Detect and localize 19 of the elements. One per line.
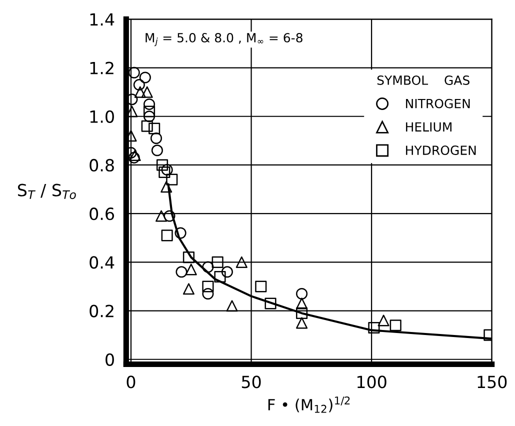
x-axis-title: F • (M$_{12}$)$^{1/2}$: [268, 396, 350, 413]
x-tick-label: 100: [357, 376, 386, 388]
x-tick-label: 0: [126, 376, 136, 388]
legend-title: SYMBOL GAS: [377, 76, 470, 85]
annotation: M$_{j}$ = 5.0 & 8.0 , M$_{∞}$ = 6-8: [146, 32, 302, 46]
y-tick-label: 0.4: [90, 256, 114, 269]
legend-label: NITROGEN: [406, 98, 470, 108]
legend-label: HELIUM: [406, 122, 452, 132]
y-tick-label: 1.2: [90, 62, 114, 74]
y-tick-label: 0.8: [90, 158, 114, 172]
y-tick-label: 0.6: [90, 208, 114, 220]
y-tick-label: 1.4: [90, 13, 114, 26]
y-axis-title: S$_{T}$ / S$_{To}$: [18, 184, 76, 200]
y-tick-label: 0: [106, 353, 114, 366]
x-tick-label: 150: [478, 376, 507, 388]
legend-label: HYDROGEN: [406, 146, 476, 155]
y-tick-label: 0.2: [90, 304, 114, 318]
y-tick-label: 1.0: [90, 110, 114, 123]
x-tick-label: 50: [242, 376, 261, 388]
